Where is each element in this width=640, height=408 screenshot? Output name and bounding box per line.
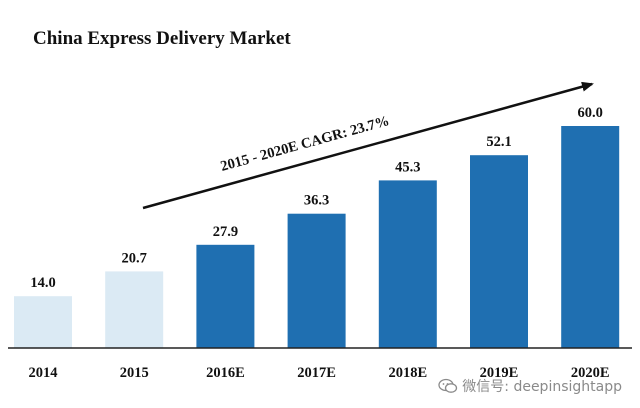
bar-value-label: 14.0 (30, 275, 55, 291)
bar-2016e (196, 244, 255, 348)
bar-value-label: 60.0 (578, 105, 603, 121)
bar-value-label: 52.1 (486, 134, 511, 150)
bar-value-label: 20.7 (122, 250, 147, 266)
x-tick-label: 2016E (206, 365, 245, 381)
bar-2018e (378, 180, 437, 348)
watermark: 微信号: deepinsightapp (438, 376, 622, 396)
x-tick-label: 2015 (120, 365, 149, 381)
bar-value-label: 27.9 (213, 224, 238, 240)
bar-2014 (14, 296, 72, 348)
watermark-text: 微信号: deepinsightapp (462, 379, 622, 395)
x-tick-label: 2018E (388, 365, 427, 381)
wechat-icon (438, 378, 458, 393)
bar-value-label: 36.3 (304, 193, 329, 209)
x-tick-label: 2019E (480, 365, 519, 381)
chart-title: China Express Delivery Market (33, 28, 291, 49)
cagr-annotation: 2015 - 2020E CAGR: 23.7% (219, 113, 391, 175)
x-tick-label: 2020E (571, 365, 610, 381)
bar-2017e (287, 213, 346, 348)
bar-value-label: 45.3 (395, 159, 420, 175)
cagr-arrow (142, 81, 594, 210)
bar-2019e (470, 155, 528, 348)
x-tick-label: 2014 (29, 365, 58, 381)
x-tick-label: 2017E (297, 365, 336, 381)
bar-2020e (561, 126, 620, 348)
bar-2015 (105, 271, 164, 348)
